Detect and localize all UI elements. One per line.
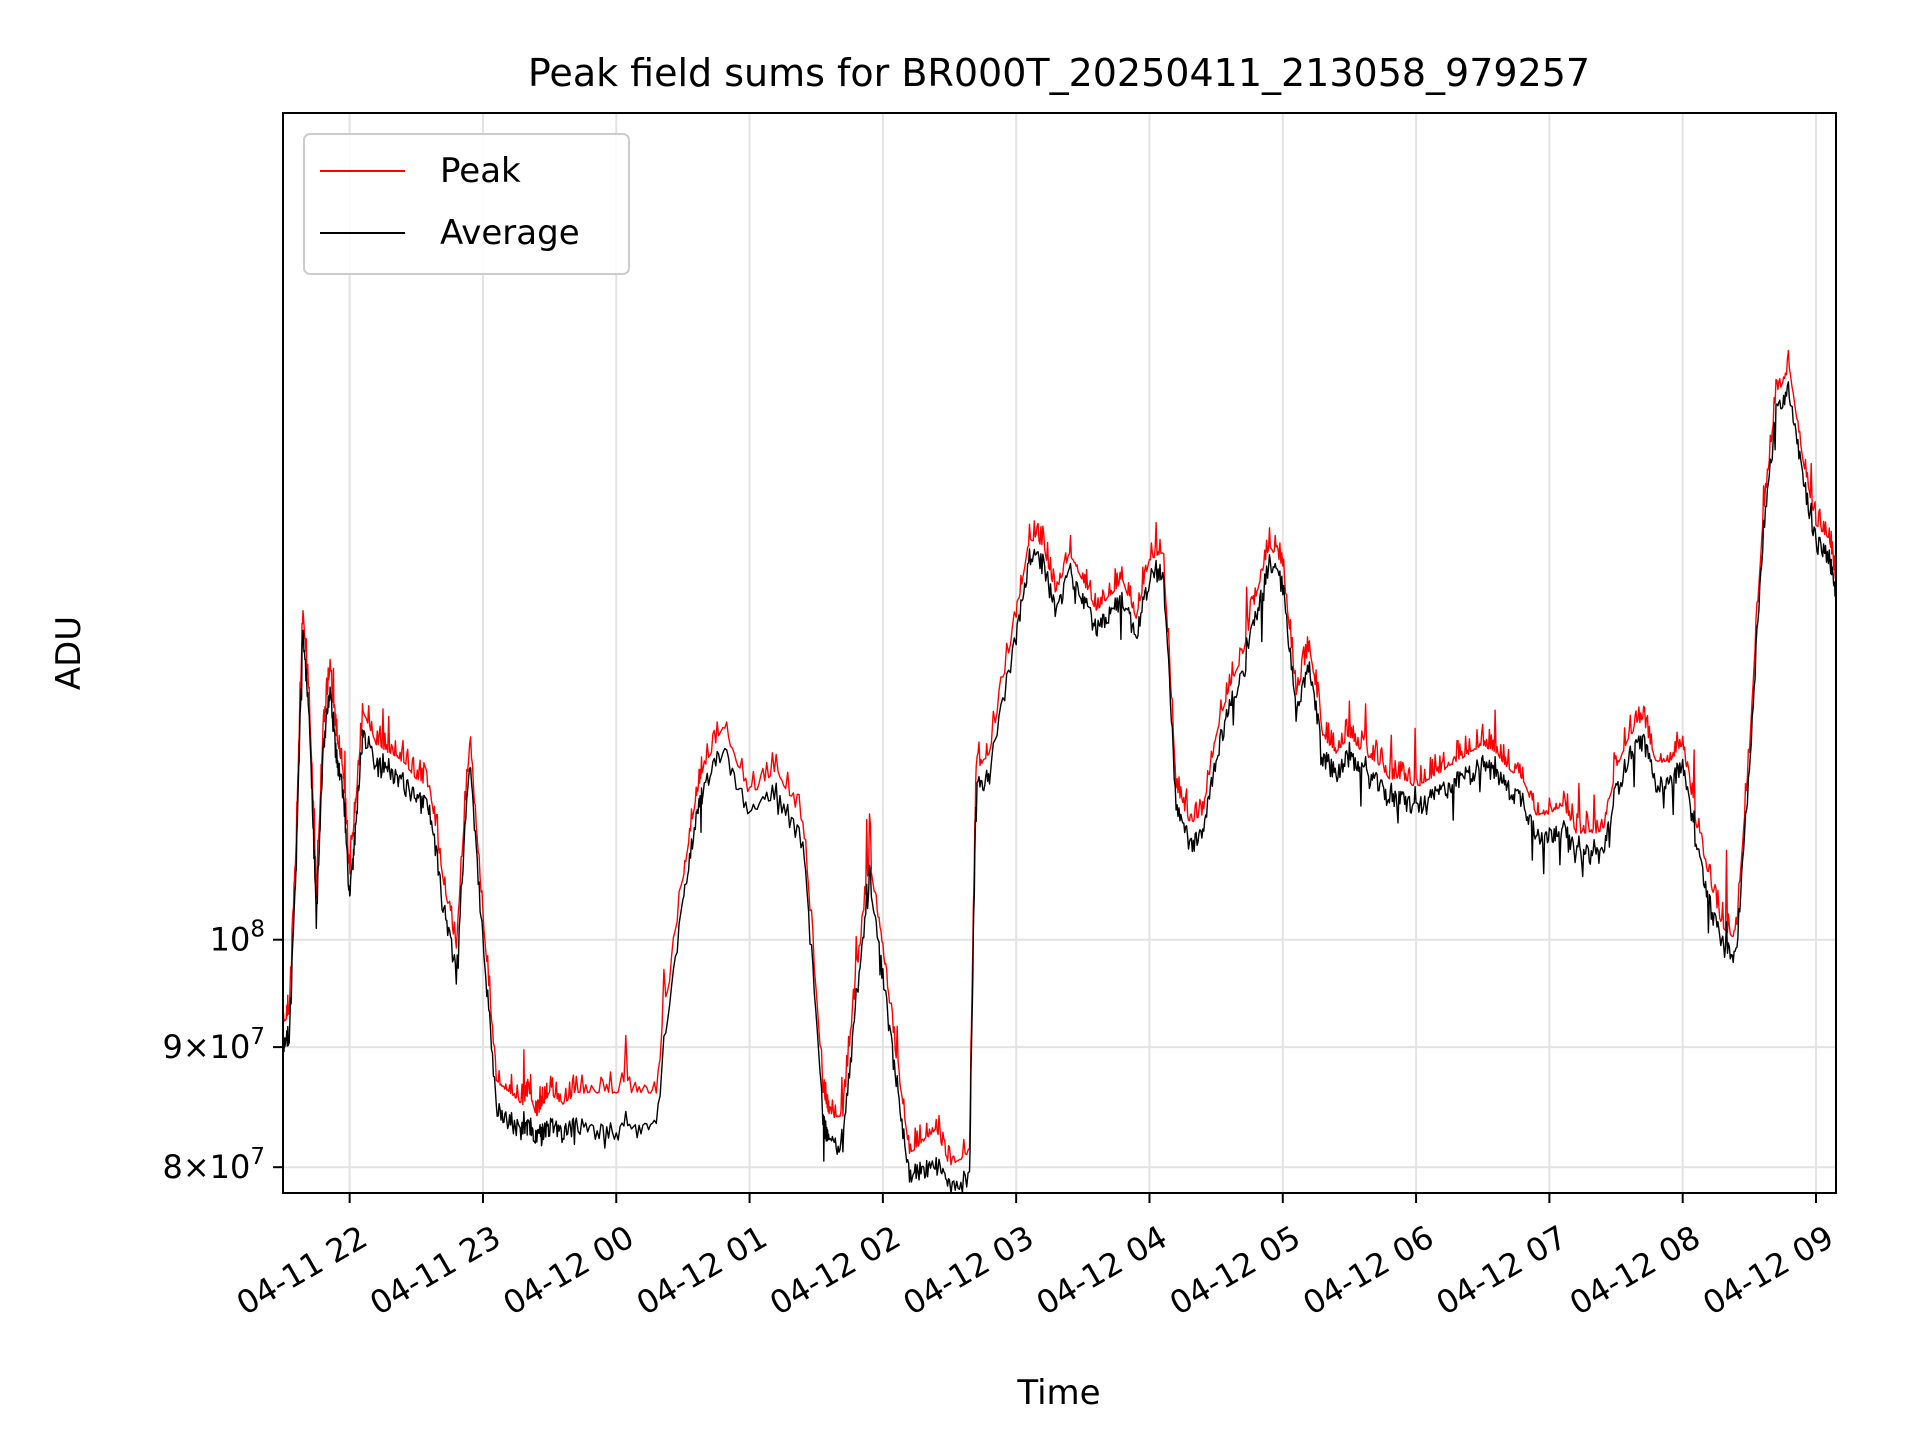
legend-label-peak: Peak [440,151,521,191]
grid [283,113,1836,1193]
x-tick-label: 04-12 06 [1296,1218,1440,1323]
y-tick-label: 9×107 [162,1024,265,1066]
x-tick-label: 04-12 02 [763,1218,907,1323]
x-tick-label: 04-12 05 [1163,1218,1307,1323]
ticks [273,938,1818,1203]
legend-box [303,133,630,275]
x-tick-label: 04-12 00 [497,1218,641,1323]
y-tick-label: 108 [210,917,265,959]
x-tick-label: 04-11 22 [230,1218,374,1323]
series-layer [282,349,1837,1194]
x-tick-label: 04-12 07 [1430,1218,1574,1323]
x-tick-label: 04-12 03 [897,1218,1041,1323]
x-tick-label: 04-12 04 [1030,1218,1174,1323]
chart-title: Peak field sums for BR000T_20250411_2130… [528,51,1590,95]
y-tick-labels: 8×107 9×107 108 [162,917,265,1186]
y-tick-label: 8×107 [162,1144,265,1186]
x-tick-label: 04-11 23 [363,1218,507,1323]
y-axis-label: ADU [49,616,89,690]
x-tick-label: 04-12 01 [630,1218,774,1323]
series-line-peak [282,349,1837,1166]
x-axis-label: Time [1016,1373,1100,1413]
legend: Peak Average [303,133,630,275]
series-line-average [282,381,1837,1194]
legend-label-average: Average [440,213,580,253]
plot-area [282,112,1837,1194]
x-tick-label: 04-12 09 [1696,1218,1840,1323]
x-tick-label: 04-12 08 [1563,1218,1707,1323]
